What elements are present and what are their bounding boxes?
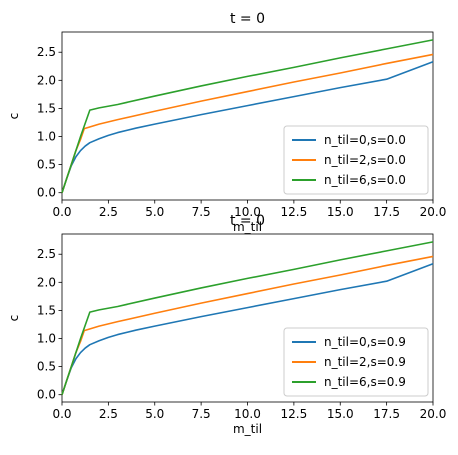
chart-title-bottom: t = 0 xyxy=(230,213,265,229)
x-tick-label: 12.5 xyxy=(281,407,308,421)
x-tick-label: 17.5 xyxy=(373,205,400,219)
y-tick-label: 2.5 xyxy=(37,247,56,261)
x-tick-label: 10.0 xyxy=(234,205,261,219)
x-tick-label: 5.0 xyxy=(145,205,164,219)
legend-label: n_til=0,s=0.9 xyxy=(324,335,406,349)
y-tick-label: 1.5 xyxy=(37,101,56,115)
series-line-1 xyxy=(61,61,434,193)
x-tick-label: 7.5 xyxy=(192,205,211,219)
subplot-bottom: 0.0 2.5 5.0 7.5 10.0 12.5 15.0 17.5 20.0 0.0 0.5 1.… xyxy=(7,213,446,436)
series-group-top xyxy=(61,39,434,193)
legend-entry: n_til=2,s=0.0 xyxy=(292,153,406,167)
y-tick-label: 0.5 xyxy=(37,360,56,374)
x-tick-label: 0.0 xyxy=(52,407,71,421)
y-tick-label: 2.0 xyxy=(37,275,56,289)
series-line-1 xyxy=(61,263,434,395)
x-tick-label: 0.0 xyxy=(52,205,71,219)
plot-area-top: 0.0 2.5 5.0 7.5 10.0 12.5 15.0 17.5 20.0 0.0 0.5 1.… xyxy=(37,31,446,219)
legend-label: n_til=0,s=0.0 xyxy=(324,133,406,147)
x-tick-label: 2.5 xyxy=(99,205,118,219)
y-tick-label: 0.0 xyxy=(37,186,56,200)
series-group-bottom xyxy=(61,241,434,395)
x-axis-label-bottom: m_til xyxy=(233,422,262,436)
legend-label: n_til=2,s=0.9 xyxy=(324,355,406,369)
legend-entry: n_til=0,s=0.9 xyxy=(292,335,406,349)
y-axis-label-bottom: c xyxy=(7,315,21,322)
legend-label: n_til=6,s=0.9 xyxy=(324,375,406,389)
subplot-top: 0.0 2.5 5.0 7.5 10.0 12.5 15.0 17.5 20.0 0.0 0.5 1.… xyxy=(7,11,446,234)
legend-box-bottom xyxy=(283,327,429,397)
legend-label: n_til=6,s=0.0 xyxy=(324,173,406,187)
x-axis-label-top: m_til xyxy=(233,220,262,234)
x-tick-label: 20.0 xyxy=(420,205,447,219)
legend-bottom: n_til=0,s=0.9 n_til=2,s=0.9 n_til=6,s=0.… xyxy=(283,327,429,397)
x-tick-label: 5.0 xyxy=(145,407,164,421)
tick-group-bottom: 0.0 2.5 5.0 7.5 10.0 12.5 15.0 17.5 20.0 0.0 0.5 1.… xyxy=(37,247,446,421)
x-tick-label: 15.0 xyxy=(327,407,354,421)
x-tick-label: 20.0 xyxy=(420,407,447,421)
legend-entry: n_til=6,s=0.9 xyxy=(292,375,406,389)
legend-top: n_til=0,s=0.0 n_til=2,s=0.0 n_til=6,s=0.… xyxy=(283,125,429,195)
x-tick-label: 7.5 xyxy=(192,407,211,421)
series-line-3 xyxy=(61,241,434,395)
x-tick-label: 10.0 xyxy=(234,407,261,421)
y-tick-label: 2.5 xyxy=(37,45,56,59)
legend-label: n_til=2,s=0.0 xyxy=(324,153,406,167)
chart-title-top: t = 0 xyxy=(230,11,265,27)
x-tick-label: 12.5 xyxy=(281,205,308,219)
y-tick-label: 2.0 xyxy=(37,73,56,87)
legend-entry: n_til=6,s=0.0 xyxy=(292,173,406,187)
tick-group-top: 0.0 2.5 5.0 7.5 10.0 12.5 15.0 17.5 20.0 0.0 0.5 1.… xyxy=(37,45,446,219)
legend-entry: n_til=2,s=0.9 xyxy=(292,355,406,369)
x-tick-label: 17.5 xyxy=(373,407,400,421)
y-tick-label: 1.0 xyxy=(37,130,56,144)
plot-area-bottom: 0.0 2.5 5.0 7.5 10.0 12.5 15.0 17.5 20.0 0.0 0.5 1.… xyxy=(37,233,446,421)
x-tick-label: 15.0 xyxy=(327,205,354,219)
y-axis-label-top: c xyxy=(7,113,21,120)
y-tick-label: 1.5 xyxy=(37,303,56,317)
x-tick-label: 2.5 xyxy=(99,407,118,421)
y-tick-label: 0.0 xyxy=(37,388,56,402)
series-line-3 xyxy=(61,39,434,193)
legend-entry: n_til=0,s=0.0 xyxy=(292,133,406,147)
y-tick-label: 0.5 xyxy=(37,158,56,172)
y-tick-label: 1.0 xyxy=(37,332,56,346)
legend-box-top xyxy=(283,125,429,195)
